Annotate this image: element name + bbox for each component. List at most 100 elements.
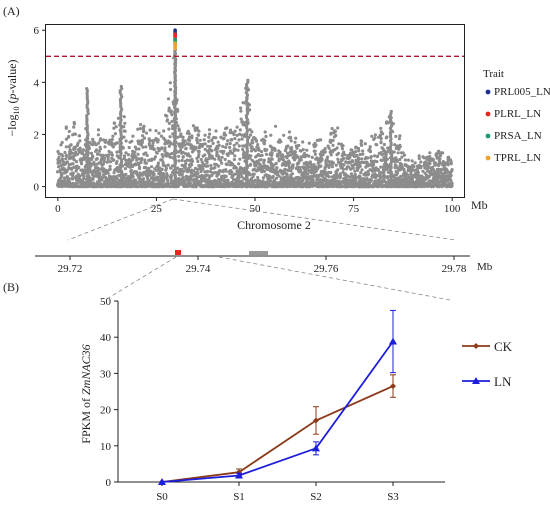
snp-point [198, 142, 202, 147]
snp-point [424, 160, 428, 164]
snp-point [134, 178, 138, 182]
snp-point [180, 163, 184, 167]
snp-point [239, 106, 243, 110]
snp-point [124, 151, 128, 155]
snp-point [240, 179, 244, 183]
snp-point [287, 166, 292, 170]
snp-point [92, 174, 96, 178]
snp-point [206, 144, 210, 148]
snp-point [122, 155, 127, 159]
snp-point [55, 170, 60, 174]
snp-point [206, 164, 210, 168]
snp-point [238, 157, 242, 161]
snp-point [286, 151, 290, 155]
x-tick-label: S1 [233, 491, 245, 503]
snp-point [170, 119, 174, 123]
snp-point [409, 170, 413, 174]
snp-point [94, 143, 98, 147]
snp-point [157, 148, 161, 153]
snp-point [103, 156, 107, 160]
snp-point [101, 176, 105, 180]
snp-point [148, 144, 152, 148]
snp-point [203, 170, 207, 174]
snp-point [223, 157, 227, 161]
snp-point [123, 167, 127, 171]
snp-point [64, 126, 68, 130]
snp-point [239, 109, 243, 113]
snp-point [98, 138, 102, 142]
snp-point [196, 155, 201, 159]
snp-point [224, 133, 228, 137]
snp-point [320, 157, 324, 161]
snp-point [195, 138, 199, 142]
snp-point [108, 138, 112, 142]
snp-point [199, 157, 203, 162]
snp-point [316, 178, 320, 182]
data-point-ln [158, 478, 166, 485]
snp-point [179, 132, 183, 136]
data-point-ln [312, 444, 320, 452]
series-ln [158, 309, 397, 485]
snp-point [372, 162, 376, 166]
snp-point [272, 179, 276, 183]
snp-point [72, 120, 76, 125]
line-chart-series [158, 309, 397, 485]
snp-point [110, 137, 114, 142]
snp-point [361, 149, 365, 153]
legend-title: Trait [483, 68, 504, 80]
snp-point [402, 153, 407, 157]
panel-b-ylabel-pre: FPKM of [79, 395, 93, 444]
snp-point [78, 147, 82, 151]
snp-point [334, 133, 338, 138]
snp-point [298, 149, 302, 153]
snp-point [389, 109, 393, 114]
snp-point [323, 167, 327, 171]
snp-point [236, 148, 240, 152]
snp-point [249, 133, 253, 137]
snp-point [232, 143, 236, 147]
snp-point [349, 167, 353, 171]
snp-point [224, 174, 228, 178]
snp-point [281, 153, 285, 157]
snp-point [449, 173, 453, 178]
snp-point [294, 136, 298, 140]
snp-point [446, 163, 450, 167]
snp-point [111, 145, 115, 149]
snp-point [65, 160, 70, 164]
snp-point [298, 165, 302, 170]
snp-point [98, 147, 103, 151]
snp-point [217, 155, 221, 159]
snp-point [394, 164, 398, 168]
snp-point [205, 169, 210, 173]
snp-point [376, 154, 380, 158]
snp-point [225, 162, 229, 167]
snp-point [364, 171, 368, 175]
panel-a-label: (A) [3, 4, 20, 18]
snp-point [61, 154, 65, 158]
snp-point [57, 155, 61, 159]
snp-point [145, 153, 149, 158]
snp-point [419, 160, 423, 164]
snp-point [228, 131, 232, 135]
snp-point [190, 163, 194, 167]
snp-point [356, 146, 361, 151]
snp-point [270, 153, 274, 157]
snp-point [334, 163, 338, 167]
legend-marker [485, 133, 491, 139]
snp-point [235, 169, 239, 173]
snp-point [269, 163, 274, 167]
snp-point [421, 169, 425, 173]
snp-point [341, 144, 345, 148]
snp-point [231, 151, 235, 155]
snp-point [235, 141, 239, 145]
series-line-ln [161, 340, 394, 483]
snp-point [164, 168, 168, 172]
snp-point [108, 167, 112, 171]
snp-point [203, 142, 207, 146]
snp-point [394, 134, 398, 138]
snp-point [67, 134, 71, 139]
snp-point [134, 155, 138, 160]
zoom-connector-right-a [172, 198, 457, 241]
snp-point [241, 147, 245, 152]
snp-point [71, 171, 75, 175]
